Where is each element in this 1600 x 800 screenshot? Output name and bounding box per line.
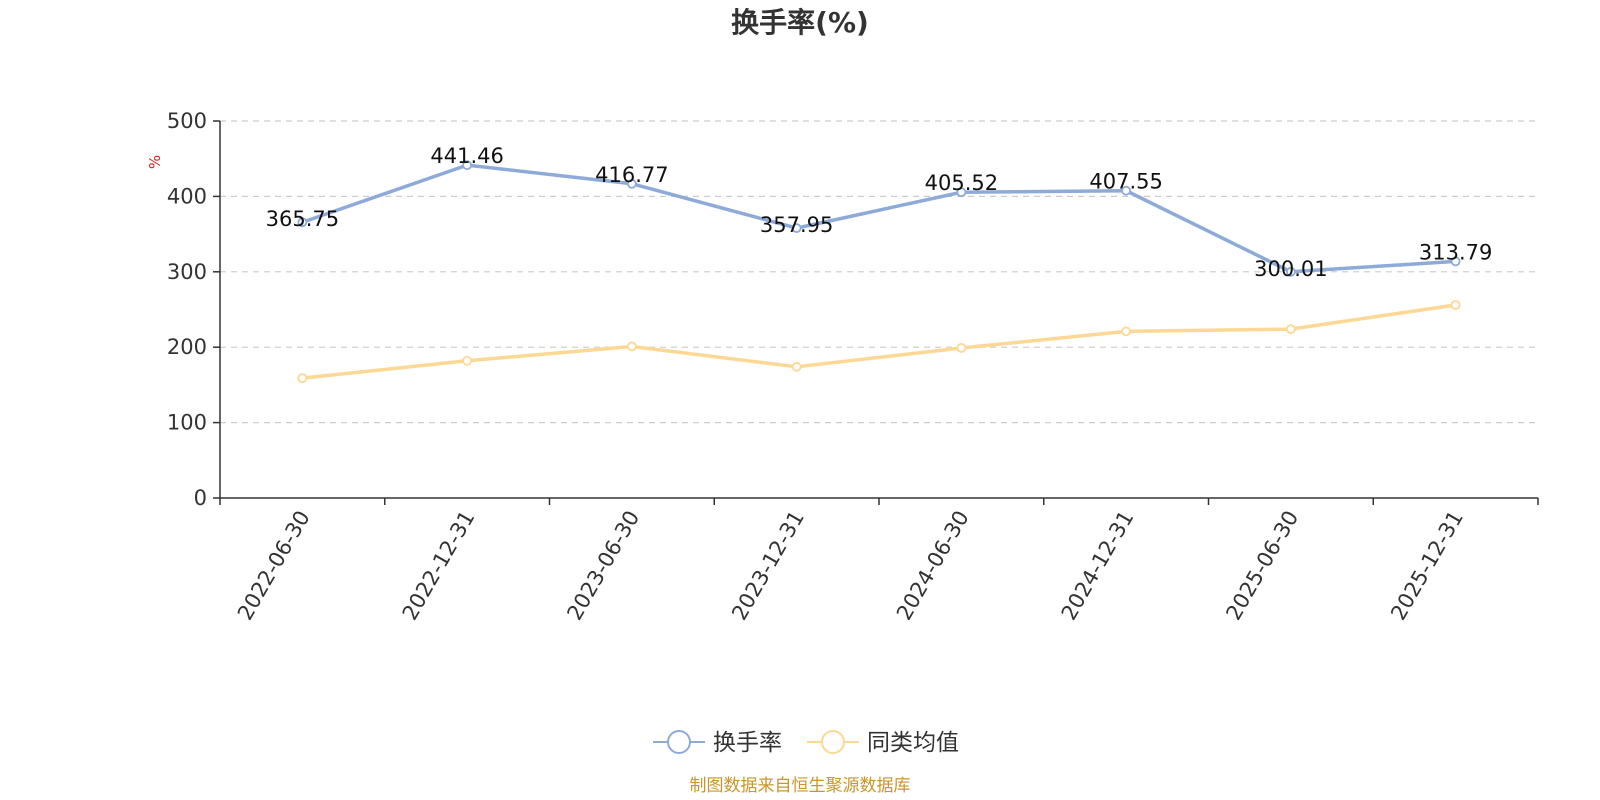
x-tick-label: 2025-12-31 xyxy=(1386,507,1468,625)
y-axis-unit-label: % xyxy=(146,155,164,169)
x-axis-ticks: 2022-06-30 2022-12-31 2023-06-30 2023-12-31… xyxy=(219,498,1539,625)
data-label: 416.77 xyxy=(595,163,668,187)
x-tick-label: 2023-06-30 xyxy=(562,507,644,625)
y-tick-label: 300 xyxy=(167,260,207,284)
series-line-0 xyxy=(300,163,1458,274)
y-tick-label: 100 xyxy=(167,411,207,435)
data-point xyxy=(626,178,637,189)
data-label: 441.46 xyxy=(430,144,503,168)
axes xyxy=(219,121,1538,499)
data-point xyxy=(462,160,473,171)
data-point xyxy=(1285,266,1296,277)
chart-title: 换手率(%) xyxy=(731,6,869,39)
data-point xyxy=(1285,324,1296,335)
y-tick-label: 0 xyxy=(194,486,207,510)
y-tick-label: 400 xyxy=(167,184,207,208)
x-tick-label: 2022-12-31 xyxy=(398,507,480,625)
data-point xyxy=(791,361,802,372)
grid-lines xyxy=(220,120,1538,424)
y-axis-ticks: 0 100 200 300 400 500 xyxy=(167,109,220,510)
data-point xyxy=(297,373,308,384)
data-labels: 365.75 441.46 416.77 357.95 405.52 407.55 300.… xyxy=(266,144,1493,281)
y-tick-label: 200 xyxy=(167,335,207,359)
data-point xyxy=(1450,300,1461,310)
source-note: 制图数据来自恒生聚源数据库 xyxy=(690,776,911,796)
data-point xyxy=(297,217,308,228)
legend[interactable]: 换手率 同类均值 xyxy=(653,730,959,756)
data-point xyxy=(956,187,967,198)
legend-item-0[interactable]: 换手率 xyxy=(653,730,782,756)
y-tick-label: 500 xyxy=(167,109,207,133)
data-point xyxy=(1121,185,1132,196)
legend-marker xyxy=(667,730,691,754)
data-point xyxy=(1121,326,1132,337)
data-point xyxy=(1450,256,1461,267)
data-label: 407.55 xyxy=(1089,170,1162,194)
x-tick-label: 2025-06-30 xyxy=(1221,507,1303,625)
legend-label: 同类均值 xyxy=(867,730,959,756)
x-tick-label: 2024-06-30 xyxy=(892,507,974,625)
data-label: 313.79 xyxy=(1419,240,1492,264)
data-point xyxy=(791,223,802,234)
x-tick-label: 2022-06-30 xyxy=(233,507,315,625)
data-label: 300.01 xyxy=(1254,257,1327,281)
data-point xyxy=(956,343,967,353)
data-label: 405.52 xyxy=(925,171,998,195)
legend-item-1[interactable]: 同类均值 xyxy=(807,730,959,756)
data-label: 357.95 xyxy=(760,213,833,237)
data-point xyxy=(626,341,637,352)
x-tick-label: 2024-12-31 xyxy=(1057,507,1139,625)
series-line-1 xyxy=(300,303,1458,380)
data-label: 365.75 xyxy=(266,207,339,231)
legend-marker xyxy=(821,730,845,754)
x-tick-label: 2023-12-31 xyxy=(727,507,809,625)
data-point xyxy=(462,355,473,366)
legend-label: 换手率 xyxy=(713,730,782,756)
series-layer xyxy=(297,160,1461,384)
